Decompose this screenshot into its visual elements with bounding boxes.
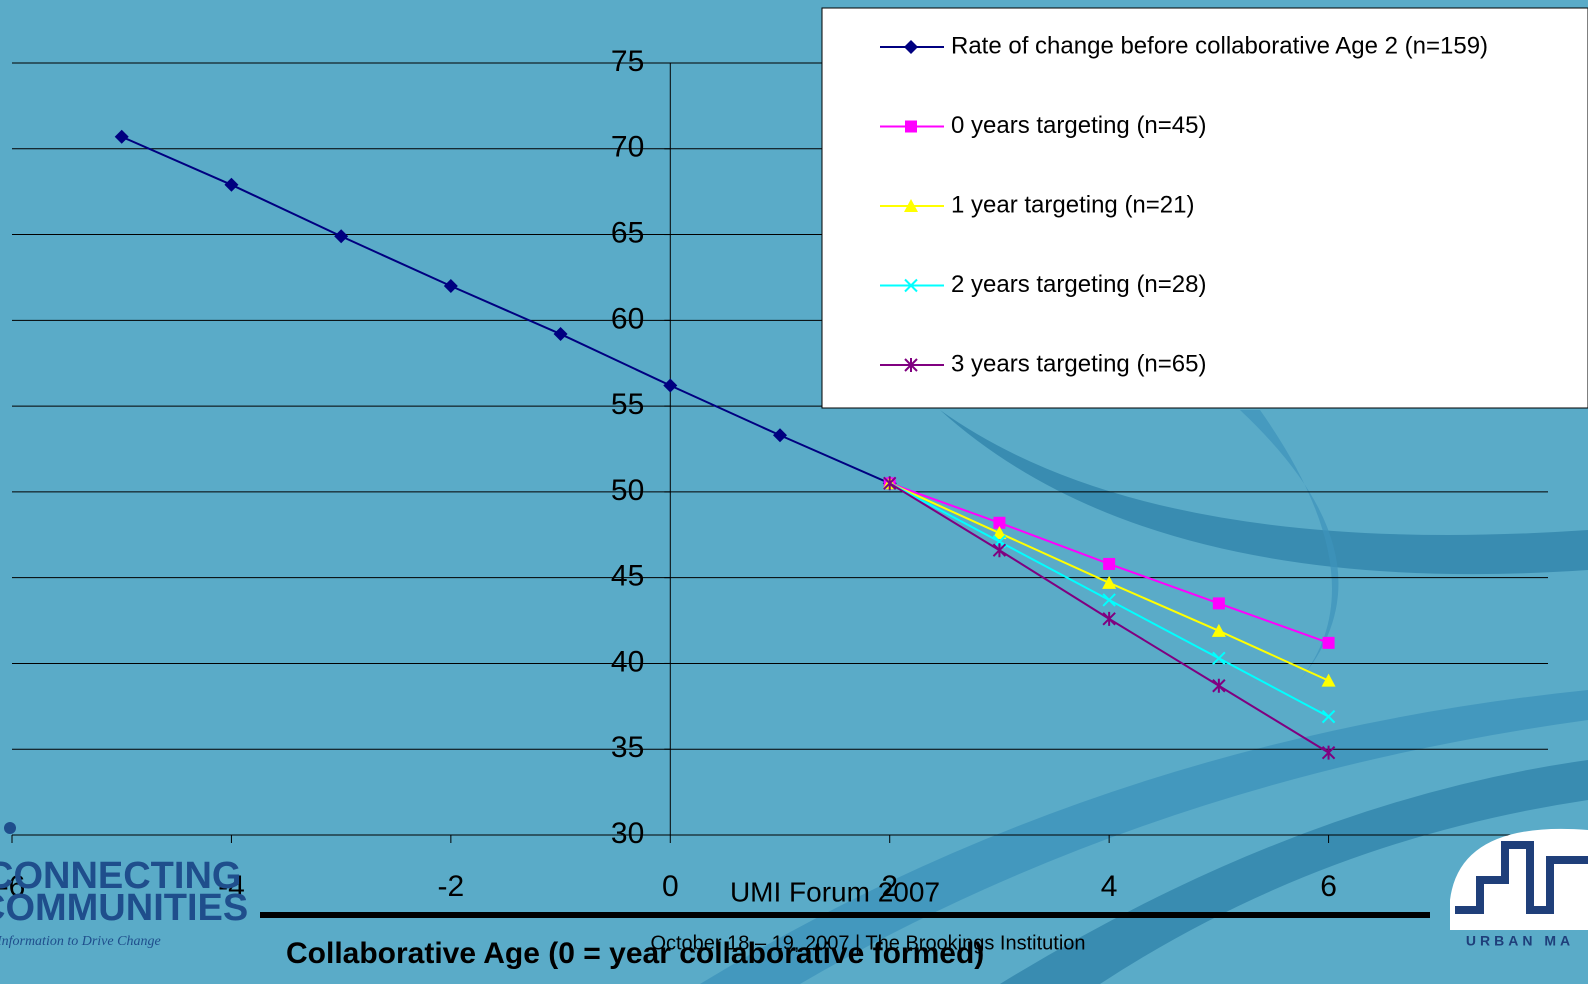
y-tick-label: 40 xyxy=(611,645,644,678)
logo-tagline: Using Information to Drive Change xyxy=(0,934,161,949)
y-tick-label: 55 xyxy=(611,388,644,421)
y-tick-label: 35 xyxy=(611,731,644,764)
legend-label: Rate of change before collaborative Age … xyxy=(951,32,1488,59)
marker xyxy=(905,121,917,133)
legend-label: 2 years targeting (n=28) xyxy=(951,271,1206,298)
x-tick-label: -2 xyxy=(438,870,465,903)
x-tick-label: 4 xyxy=(1101,870,1118,903)
legend-label: 1 year targeting (n=21) xyxy=(951,191,1194,218)
legend-box xyxy=(822,8,1588,408)
slide: 30354045505560657075-6-4-202468 Rate of … xyxy=(0,0,1588,984)
y-tick-label: 30 xyxy=(611,817,644,850)
y-tick-label: 50 xyxy=(611,474,644,507)
y-tick-label: 65 xyxy=(611,216,644,249)
logo-text: COMMUNITIES xyxy=(0,887,248,929)
event-name: UMI Forum 2007 xyxy=(730,876,940,907)
marker xyxy=(1103,558,1115,570)
marker xyxy=(1213,597,1225,609)
legend-label: 0 years targeting (n=45) xyxy=(951,112,1206,139)
logo-right-text: URBAN MA xyxy=(1466,933,1574,949)
y-tick-label: 45 xyxy=(611,560,644,593)
y-tick-label: 60 xyxy=(611,302,644,335)
event-date: October 18 – 19, 2007 | The Brookings In… xyxy=(650,932,1085,954)
legend-label: 3 years targeting (n=65) xyxy=(951,350,1206,377)
x-tick-label: 6 xyxy=(1320,870,1337,903)
marker xyxy=(1323,637,1335,649)
x-tick-label: 0 xyxy=(662,870,679,903)
y-tick-label: 70 xyxy=(611,131,644,164)
y-tick-label: 75 xyxy=(611,45,644,78)
logo-dot xyxy=(4,822,16,834)
page: 30354045505560657075-6-4-202468 Rate of … xyxy=(0,0,1588,984)
